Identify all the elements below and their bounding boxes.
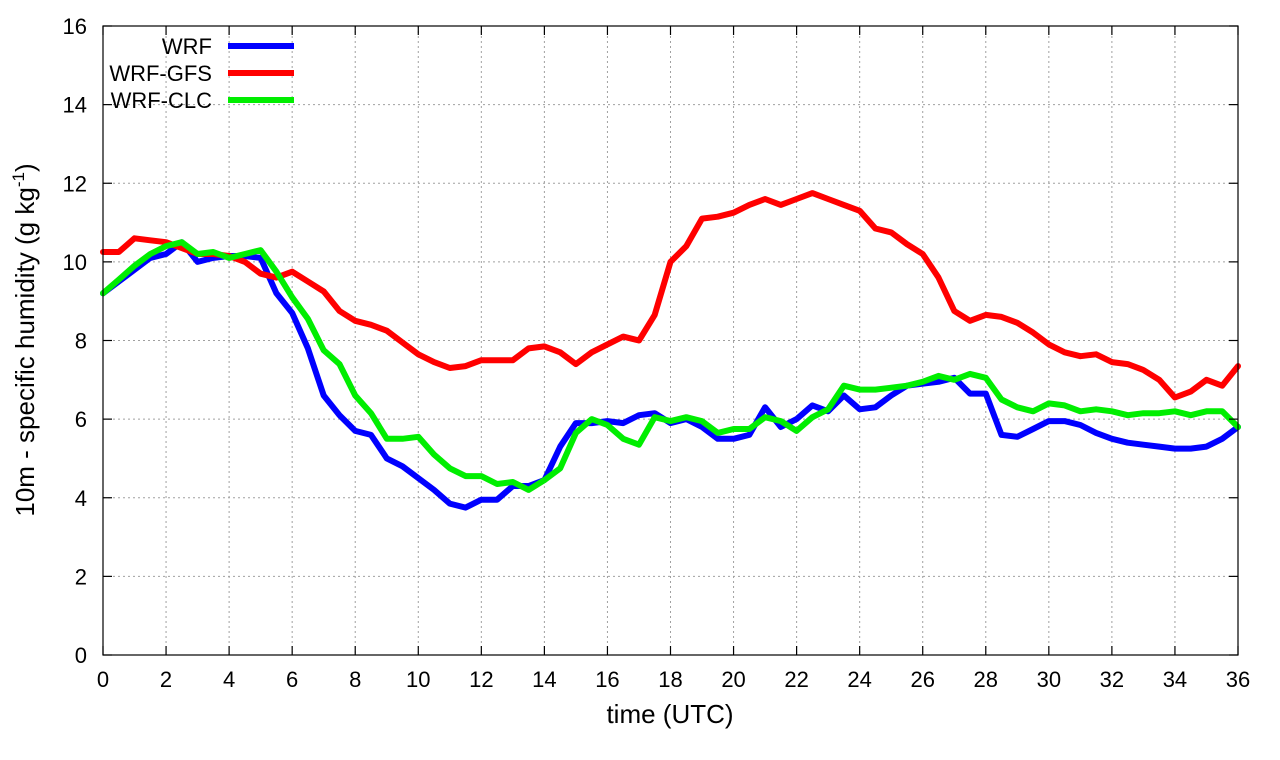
y-tick-label: 4: [75, 486, 87, 511]
x-tick-label: 20: [721, 667, 745, 692]
y-axis-title-main: 10m - specific humidity (g kg: [10, 187, 40, 516]
x-tick-label: 4: [223, 667, 235, 692]
x-tick-label: 30: [1037, 667, 1061, 692]
x-tick-label: 28: [974, 667, 998, 692]
y-tick-label: 0: [75, 643, 87, 668]
y-tick-label: 12: [63, 171, 87, 196]
x-tick-label: 22: [784, 667, 808, 692]
y-axis-title: 10m - specific humidity (g kg-1): [9, 163, 40, 516]
grid: [103, 26, 1238, 655]
y-tick-label: 2: [75, 564, 87, 589]
x-tick-label: 10: [406, 667, 430, 692]
x-tick-label: 14: [532, 667, 556, 692]
y-tick-label: 10: [63, 250, 87, 275]
axis-ticks: 0 2 4 6 8 10 12 14 16 18 20 22 24 26 28 30 32 34 360246810…: [63, 14, 1251, 692]
y-tick-label: 16: [63, 14, 87, 39]
x-tick-label: 36: [1226, 667, 1250, 692]
x-tick-label: 26: [910, 667, 934, 692]
series-line-wrf-clc: [100, 239, 1241, 493]
x-tick-label: 8: [349, 667, 361, 692]
series-line-wrf-gfs: [100, 190, 1241, 401]
x-tick-label: 24: [847, 667, 871, 692]
x-tick-label: 32: [1100, 667, 1124, 692]
y-axis-title-superscript: -1: [9, 172, 28, 187]
y-tick-label: 14: [63, 93, 87, 118]
x-axis-title: time (UTC): [606, 699, 733, 729]
x-tick-label: 12: [469, 667, 493, 692]
x-tick-label: 34: [1163, 667, 1187, 692]
x-tick-label: 2: [160, 667, 172, 692]
x-tick-label: 0: [97, 667, 109, 692]
legend-label-wrf: WRF: [162, 34, 212, 59]
y-tick-label: 6: [75, 407, 87, 432]
series-lines: [100, 190, 1241, 511]
y-axis-title-close: ): [10, 163, 40, 172]
legend-label-wrf-gfs: WRF-GFS: [109, 61, 212, 86]
x-tick-label: 16: [595, 667, 619, 692]
y-tick-label: 8: [75, 329, 87, 354]
x-tick-label: 6: [286, 667, 298, 692]
x-tick-label: 18: [658, 667, 682, 692]
legend-label-wrf-clc: WRF-CLC: [111, 88, 213, 113]
